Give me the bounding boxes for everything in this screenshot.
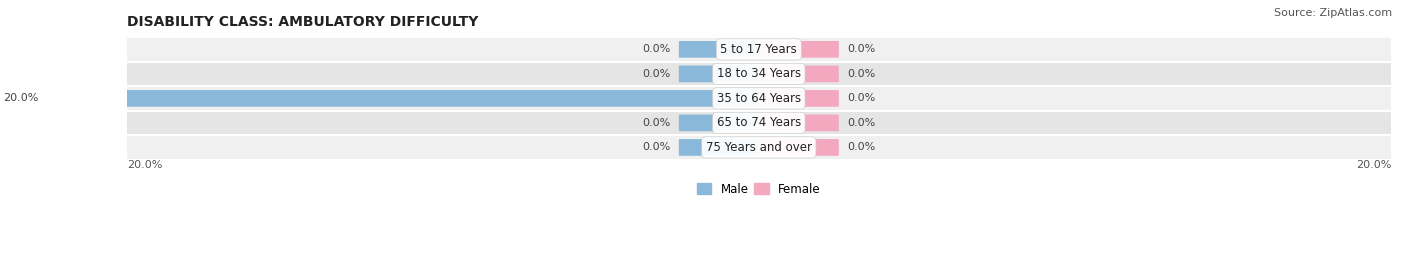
- Legend: Male, Female: Male, Female: [692, 178, 825, 200]
- FancyBboxPatch shape: [127, 86, 1391, 111]
- FancyBboxPatch shape: [758, 66, 839, 82]
- Text: 0.0%: 0.0%: [848, 44, 876, 54]
- Text: 0.0%: 0.0%: [848, 142, 876, 153]
- Text: 0.0%: 0.0%: [848, 93, 876, 103]
- Text: 65 to 74 Years: 65 to 74 Years: [717, 116, 801, 129]
- FancyBboxPatch shape: [127, 111, 1391, 135]
- Text: 0.0%: 0.0%: [643, 44, 671, 54]
- Text: 20.0%: 20.0%: [3, 93, 38, 103]
- Text: 20.0%: 20.0%: [1355, 160, 1391, 170]
- Text: 0.0%: 0.0%: [643, 142, 671, 153]
- FancyBboxPatch shape: [758, 115, 839, 131]
- FancyBboxPatch shape: [46, 90, 759, 107]
- FancyBboxPatch shape: [679, 66, 759, 82]
- FancyBboxPatch shape: [758, 139, 839, 156]
- Text: DISABILITY CLASS: AMBULATORY DIFFICULTY: DISABILITY CLASS: AMBULATORY DIFFICULTY: [127, 15, 478, 29]
- FancyBboxPatch shape: [758, 41, 839, 58]
- Text: 0.0%: 0.0%: [643, 69, 671, 79]
- FancyBboxPatch shape: [679, 139, 759, 156]
- Text: 0.0%: 0.0%: [848, 69, 876, 79]
- Text: 20.0%: 20.0%: [127, 160, 162, 170]
- FancyBboxPatch shape: [127, 62, 1391, 86]
- Text: 0.0%: 0.0%: [848, 118, 876, 128]
- FancyBboxPatch shape: [127, 135, 1391, 160]
- Text: 18 to 34 Years: 18 to 34 Years: [717, 67, 801, 80]
- FancyBboxPatch shape: [679, 115, 759, 131]
- FancyBboxPatch shape: [758, 90, 839, 107]
- Text: 5 to 17 Years: 5 to 17 Years: [720, 43, 797, 56]
- Text: 75 Years and over: 75 Years and over: [706, 141, 811, 154]
- FancyBboxPatch shape: [679, 41, 759, 58]
- FancyBboxPatch shape: [127, 37, 1391, 62]
- Text: 0.0%: 0.0%: [643, 118, 671, 128]
- Text: Source: ZipAtlas.com: Source: ZipAtlas.com: [1274, 8, 1392, 18]
- Text: 35 to 64 Years: 35 to 64 Years: [717, 92, 801, 105]
